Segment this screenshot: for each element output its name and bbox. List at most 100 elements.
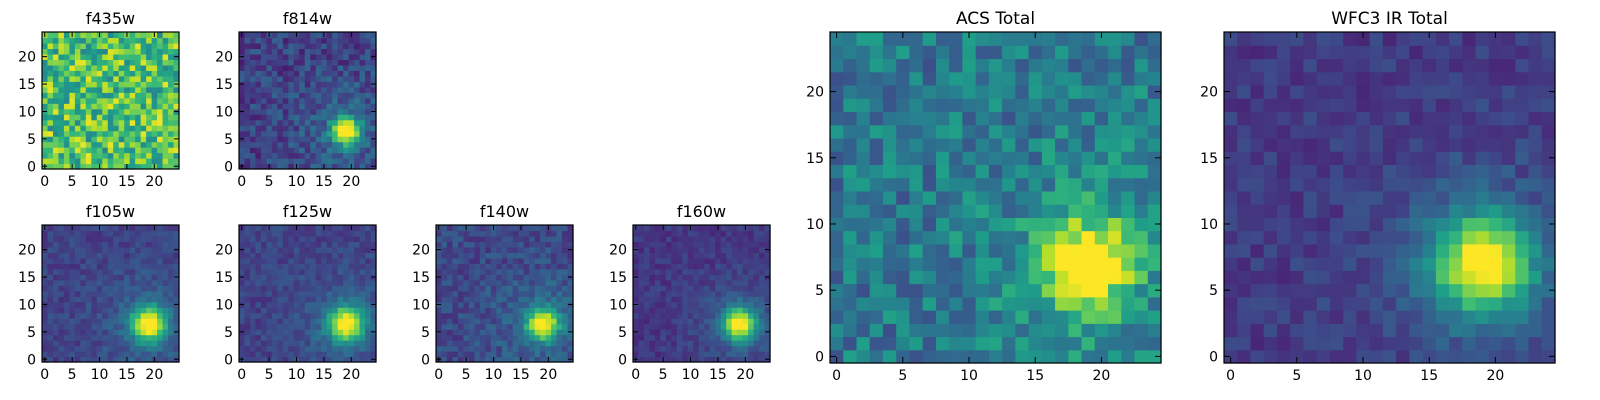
heatmap-cell bbox=[91, 268, 98, 275]
heatmap-cell bbox=[135, 97, 142, 104]
heatmap-cell bbox=[96, 235, 103, 243]
heatmap-cell bbox=[288, 130, 295, 137]
heatmap-cell bbox=[370, 42, 377, 50]
heatmap-cell bbox=[310, 235, 317, 243]
heatmap-cell bbox=[288, 81, 295, 88]
heatmap-cell bbox=[107, 235, 114, 243]
heatmap-cell bbox=[649, 356, 656, 363]
heatmap-cell bbox=[698, 225, 705, 232]
heatmap-cell bbox=[118, 246, 125, 253]
heatmap-cell bbox=[129, 334, 136, 341]
heatmap-cell bbox=[1488, 217, 1503, 232]
heatmap-cell bbox=[698, 334, 705, 341]
heatmap-cell bbox=[512, 230, 519, 237]
heatmap-cell bbox=[162, 312, 169, 319]
heatmap-cell bbox=[129, 92, 136, 99]
heatmap-cell bbox=[102, 241, 109, 248]
heatmap-cell bbox=[96, 81, 103, 88]
heatmap-cell bbox=[277, 81, 284, 88]
heatmap-cell bbox=[343, 147, 350, 154]
heatmap-cell bbox=[737, 351, 744, 358]
heatmap-cell bbox=[949, 164, 963, 179]
heatmap-cell bbox=[643, 356, 651, 363]
heatmap-cell bbox=[830, 177, 844, 192]
heatmap-cell bbox=[496, 312, 503, 319]
heatmap-cell bbox=[135, 92, 142, 99]
heatmap-cell bbox=[162, 307, 169, 314]
heatmap-cell bbox=[485, 307, 492, 314]
heatmap-cell bbox=[1094, 164, 1109, 179]
heatmap-cell bbox=[162, 108, 169, 115]
heatmap-cell bbox=[63, 125, 70, 132]
heatmap-cell bbox=[326, 130, 333, 137]
panel-title: f105w bbox=[86, 202, 135, 221]
heatmap-cell bbox=[271, 108, 278, 115]
heatmap-cell bbox=[244, 92, 251, 99]
heatmap-cell bbox=[168, 318, 175, 325]
heatmap-cell bbox=[58, 130, 65, 137]
heatmap-cell bbox=[113, 318, 120, 325]
heatmap-cell bbox=[359, 42, 366, 50]
heatmap-cell bbox=[1055, 270, 1069, 285]
heatmap-cell bbox=[52, 163, 60, 170]
heatmap-cell bbox=[1396, 257, 1410, 271]
heatmap-cell bbox=[266, 97, 273, 104]
heatmap-cell bbox=[146, 141, 153, 148]
heatmap-cell bbox=[1237, 190, 1252, 205]
heatmap-cell bbox=[260, 356, 267, 363]
x-tick-label: 20 bbox=[342, 367, 360, 383]
heatmap-cell bbox=[1028, 190, 1043, 205]
heatmap-cell bbox=[709, 351, 716, 358]
heatmap-cell bbox=[737, 252, 744, 259]
heatmap-cell bbox=[759, 285, 766, 292]
heatmap-cell bbox=[507, 257, 514, 264]
heatmap-cell bbox=[52, 257, 60, 264]
heatmap-cell bbox=[975, 164, 990, 179]
heatmap-cell bbox=[709, 340, 716, 347]
heatmap-cell bbox=[310, 42, 317, 50]
heatmap-cell bbox=[556, 225, 563, 232]
heatmap-cell bbox=[1002, 177, 1016, 192]
heatmap-cell bbox=[365, 312, 372, 319]
heatmap-cell bbox=[1108, 71, 1122, 86]
heatmap-cell bbox=[1134, 336, 1149, 351]
heatmap-cell bbox=[1015, 58, 1030, 73]
heatmap-cell bbox=[113, 152, 120, 159]
heatmap-cell bbox=[1316, 336, 1331, 351]
x-tick-label: 20 bbox=[736, 367, 754, 383]
heatmap-cell bbox=[315, 92, 322, 99]
heatmap-cell bbox=[649, 246, 656, 253]
heatmap-cell bbox=[102, 301, 109, 308]
x-tick-label: 0 bbox=[40, 174, 49, 190]
heatmap-cell bbox=[1015, 257, 1030, 271]
heatmap-cell bbox=[726, 225, 733, 232]
heatmap-cell bbox=[676, 268, 683, 275]
heatmap-cell bbox=[975, 270, 990, 285]
heatmap-cell bbox=[512, 312, 519, 319]
heatmap-cell bbox=[1290, 243, 1305, 258]
heatmap-cell bbox=[146, 290, 153, 297]
heatmap-cell bbox=[687, 285, 694, 292]
heatmap-cell bbox=[1369, 336, 1384, 351]
heatmap-cell bbox=[457, 323, 464, 330]
heatmap-cell bbox=[512, 263, 519, 270]
heatmap-cell bbox=[1409, 230, 1424, 245]
heatmap-cell bbox=[69, 114, 76, 121]
heatmap-cell bbox=[58, 152, 65, 159]
heatmap-cell bbox=[676, 241, 683, 248]
heatmap-cell bbox=[1028, 137, 1043, 152]
heatmap-cell bbox=[1028, 71, 1043, 86]
heatmap-cell bbox=[843, 151, 858, 165]
heatmap-cell bbox=[1108, 111, 1122, 126]
heatmap-cell bbox=[282, 70, 289, 77]
heatmap-cell bbox=[1134, 283, 1149, 298]
heatmap-cell bbox=[260, 130, 267, 137]
heatmap-cell bbox=[96, 158, 103, 165]
heatmap-cell bbox=[436, 334, 443, 341]
heatmap-cell bbox=[1449, 349, 1463, 364]
heatmap-cell bbox=[545, 340, 552, 347]
heatmap-cell bbox=[266, 141, 273, 148]
heatmap-cell bbox=[288, 257, 295, 264]
heatmap-cell bbox=[249, 130, 257, 137]
heatmap-cell bbox=[107, 301, 114, 308]
